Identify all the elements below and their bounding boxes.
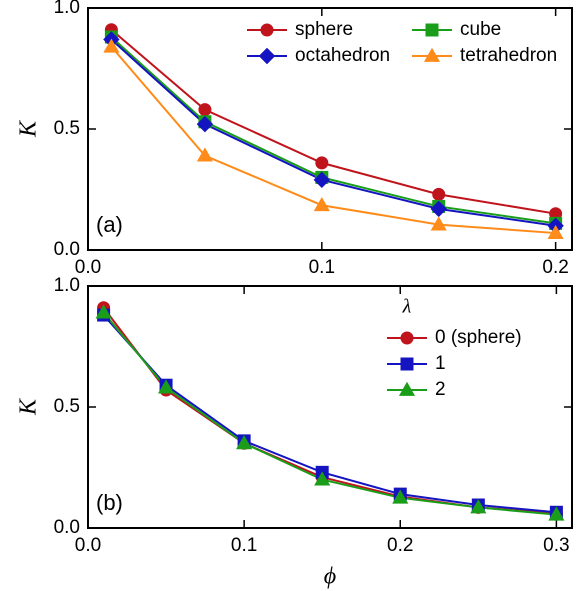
marker	[158, 379, 175, 394]
marker	[392, 489, 409, 504]
marker	[313, 197, 330, 212]
marker	[314, 471, 331, 486]
y-tick-label: 0.5	[54, 118, 80, 139]
marker	[103, 38, 120, 53]
marker	[548, 506, 565, 521]
legend-label: cube	[460, 19, 501, 40]
x-axis-label: ϕ	[324, 564, 336, 590]
y-tick-label: 0.0	[54, 517, 80, 538]
marker	[315, 156, 329, 170]
y-tick-label: 1.0	[54, 0, 80, 18]
marker	[260, 23, 274, 37]
legend-label: sphere	[295, 19, 353, 40]
x-tick-label: 0.1	[309, 257, 335, 278]
series-line	[110, 46, 556, 235]
marker	[430, 216, 447, 231]
marker	[423, 47, 441, 62]
marker	[432, 187, 446, 201]
marker	[196, 115, 214, 133]
marker	[425, 23, 439, 37]
series-line	[110, 38, 556, 227]
legend-label: tetrahedron	[460, 45, 557, 66]
marker	[398, 381, 416, 396]
marker	[313, 171, 331, 189]
y-axis-label: K	[16, 397, 42, 416]
y-tick-label: 1.0	[54, 275, 80, 296]
x-tick-label: 0.3	[543, 535, 569, 556]
legend-title: λ	[402, 296, 412, 318]
x-tick-label: 0.1	[231, 535, 257, 556]
legend-label: 1	[435, 353, 446, 374]
plot-frame	[87, 7, 573, 251]
marker	[430, 200, 447, 218]
y-axis-label: K	[16, 119, 42, 138]
marker	[547, 224, 564, 239]
marker	[196, 147, 213, 162]
marker	[198, 103, 212, 117]
panel-label: (a)	[96, 212, 123, 237]
marker	[400, 357, 414, 371]
panel-label: (b)	[96, 490, 123, 515]
x-tick-label: 0.0	[75, 535, 101, 556]
marker	[95, 304, 112, 319]
x-tick-label: 0.2	[387, 535, 413, 556]
marker	[236, 435, 253, 450]
legend-label: octahedron	[295, 45, 390, 66]
x-tick-label: 0.0	[75, 257, 101, 278]
x-tick-label: 0.2	[542, 257, 568, 278]
y-tick-label: 0.5	[54, 396, 80, 417]
plot-frame	[87, 285, 573, 529]
marker	[258, 47, 276, 65]
y-tick-label: 0.0	[54, 239, 80, 260]
legend-label: 0 (sphere)	[435, 327, 522, 348]
marker	[470, 499, 487, 514]
legend-label: 2	[435, 379, 446, 400]
marker	[400, 331, 414, 345]
